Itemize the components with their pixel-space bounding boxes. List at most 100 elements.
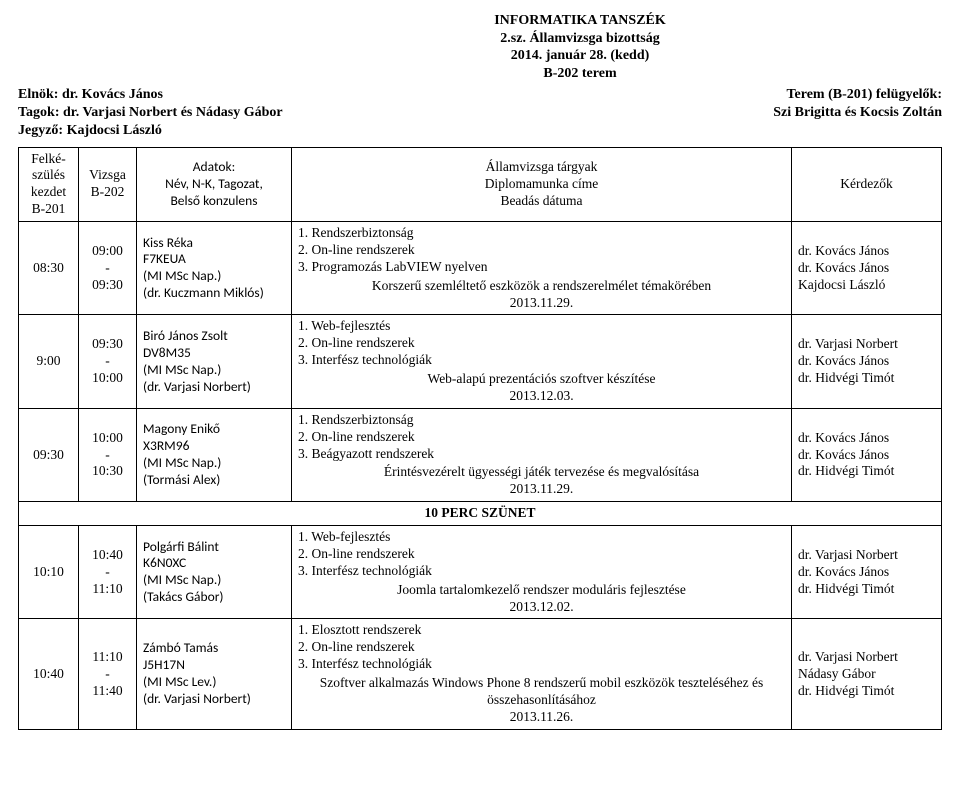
cell-candidate: Polgárfi Bálint K6N0XC (MI MSc Nap.) (Ta… <box>137 526 292 619</box>
subject-2: 2. On-line rendszerek <box>298 429 785 446</box>
cell-prep-time: 9:00 <box>19 315 79 408</box>
candidate-name: Polgárfi Bálint <box>143 539 285 556</box>
header-line-3: 2014. január 28. (kedd) <box>218 47 942 65</box>
header-line-1: INFORMATIKA TANSZÉK <box>218 12 942 30</box>
asker-1: dr. Kovács János <box>798 243 935 260</box>
candidate-code: F7KEUA <box>143 251 285 268</box>
cell-subjects: 1. Web-fejlesztés 2. On-line rendszerek … <box>292 526 792 619</box>
asker-2: Nádasy Gábor <box>798 666 935 683</box>
asker-2: dr. Kovács János <box>798 564 935 581</box>
schedule-table: Felké-szüléskezdetB-201 VizsgaB-202 Adat… <box>18 147 942 730</box>
asker-1: dr. Varjasi Norbert <box>798 547 935 564</box>
cell-candidate: Zámbó Tamás J5H17N (MI MSc Lev.) (dr. Va… <box>137 619 292 729</box>
candidate-code: X3RM96 <box>143 438 285 455</box>
break-row: 10 PERC SZÜNET <box>19 502 942 526</box>
candidate-consultant: (dr. Varjasi Norbert) <box>143 379 285 396</box>
cell-prep-time: 10:10 <box>19 526 79 619</box>
cell-askers: dr. Varjasi Norbert dr. Kovács János dr.… <box>792 526 942 619</box>
header-line-2: 2.sz. Államvizsga bizottság <box>218 30 942 48</box>
header-line-4: B-202 terem <box>218 65 942 83</box>
cell-subjects: 1. Rendszerbiztonság 2. On-line rendszer… <box>292 222 792 315</box>
table-row: 9:00 09:30-10:00 Biró János Zsolt DV8M35… <box>19 315 942 408</box>
asker-2: dr. Kovács János <box>798 447 935 464</box>
subject-1: 1. Elosztott rendszerek <box>298 622 785 639</box>
asker-1: dr. Varjasi Norbert <box>798 336 935 353</box>
subject-2: 2. On-line rendszerek <box>298 546 785 563</box>
candidate-name: Magony Enikő <box>143 421 285 438</box>
asker-3: dr. Hidvégi Timót <box>798 370 935 387</box>
col-header-askers: Kérdezők <box>792 147 942 222</box>
cell-askers: dr. Kovács János dr. Kovács János dr. Hi… <box>792 408 942 501</box>
cell-exam-time: 10:00-10:30 <box>79 408 137 501</box>
asker-3: dr. Hidvégi Timót <box>798 463 935 480</box>
candidate-program: (MI MSc Nap.) <box>143 268 285 285</box>
thesis-title: Web-alapú prezentációs szoftver készítés… <box>298 371 785 388</box>
submit-date: 2013.11.29. <box>298 481 785 498</box>
committee-left: Elnök: dr. Kovács János Tagok: dr. Varja… <box>18 86 283 141</box>
cell-subjects: 1. Web-fejlesztés 2. On-line rendszerek … <box>292 315 792 408</box>
room-supervisors-names: Szi Brigitta és Kocsis Zoltán <box>773 104 942 122</box>
cell-askers: dr. Kovács János dr. Kovács János Kajdoc… <box>792 222 942 315</box>
submit-date: 2013.12.02. <box>298 599 785 616</box>
cell-subjects: 1. Rendszerbiztonság 2. On-line rendszer… <box>292 408 792 501</box>
candidate-code: DV8M35 <box>143 345 285 362</box>
asker-1: dr. Varjasi Norbert <box>798 649 935 666</box>
cell-askers: dr. Varjasi Norbert dr. Kovács János dr.… <box>792 315 942 408</box>
table-row: 10:10 10:40-11:10 Polgárfi Bálint K6N0XC… <box>19 526 942 619</box>
table-row: 08:30 09:00-09:30 Kiss Réka F7KEUA (MI M… <box>19 222 942 315</box>
table-row: 09:30 10:00-10:30 Magony Enikő X3RM96 (M… <box>19 408 942 501</box>
submit-date: 2013.12.03. <box>298 388 785 405</box>
secretary-label: Jegyző: Kajdocsi László <box>18 122 283 140</box>
subject-1: 1. Web-fejlesztés <box>298 318 785 335</box>
candidate-consultant: (Tormási Alex) <box>143 472 285 489</box>
submit-date: 2013.11.26. <box>298 709 785 726</box>
thesis-title: Korszerű szemléltető eszközök a rendszer… <box>298 278 785 295</box>
candidate-name: Zámbó Tamás <box>143 640 285 657</box>
candidate-consultant: (dr. Kuczmann Miklós) <box>143 285 285 302</box>
subject-3: 3. Programozás LabVIEW nyelven <box>298 259 785 276</box>
committee-right: Terem (B-201) felügyelők: Szi Brigitta é… <box>773 86 942 122</box>
subject-3: 3. Interfész technológiák <box>298 656 785 673</box>
candidate-code: K6N0XC <box>143 555 285 572</box>
subject-3: 3. Interfész technológiák <box>298 563 785 580</box>
subject-2: 2. On-line rendszerek <box>298 242 785 259</box>
cell-prep-time: 09:30 <box>19 408 79 501</box>
table-header-row: Felké-szüléskezdetB-201 VizsgaB-202 Adat… <box>19 147 942 222</box>
cell-exam-time: 11:10-11:40 <box>79 619 137 729</box>
subject-1: 1. Rendszerbiztonság <box>298 412 785 429</box>
cell-prep-time: 08:30 <box>19 222 79 315</box>
asker-3: dr. Hidvégi Timót <box>798 581 935 598</box>
page-header: INFORMATIKA TANSZÉK 2.sz. Államvizsga bi… <box>218 12 942 82</box>
col-header-exam: VizsgaB-202 <box>79 147 137 222</box>
thesis-title: Joomla tartalomkezelő rendszer moduláris… <box>298 582 785 599</box>
subject-1: 1. Rendszerbiztonság <box>298 225 785 242</box>
asker-1: dr. Kovács János <box>798 430 935 447</box>
candidate-consultant: (Takács Gábor) <box>143 589 285 606</box>
cell-exam-time: 09:00-09:30 <box>79 222 137 315</box>
candidate-code: J5H17N <box>143 657 285 674</box>
candidate-program: (MI MSc Nap.) <box>143 455 285 472</box>
col-header-subjects: Államvizsga tárgyakDiplomamunka címeBead… <box>292 147 792 222</box>
asker-2: dr. Kovács János <box>798 260 935 277</box>
cell-exam-time: 09:30-10:00 <box>79 315 137 408</box>
col-header-prep: Felké-szüléskezdetB-201 <box>19 147 79 222</box>
col-header-data: Adatok:Név, N-K, Tagozat,Belső konzulens <box>137 147 292 222</box>
table-row: 10:40 11:10-11:40 Zámbó Tamás J5H17N (MI… <box>19 619 942 729</box>
asker-3: dr. Hidvégi Timót <box>798 683 935 700</box>
cell-subjects: 1. Elosztott rendszerek 2. On-line rends… <box>292 619 792 729</box>
candidate-name: Biró János Zsolt <box>143 328 285 345</box>
subject-1: 1. Web-fejlesztés <box>298 529 785 546</box>
candidate-name: Kiss Réka <box>143 235 285 252</box>
cell-prep-time: 10:40 <box>19 619 79 729</box>
thesis-title: Szoftver alkalmazás Windows Phone 8 rend… <box>298 675 785 709</box>
room-supervisors-label: Terem (B-201) felügyelők: <box>773 86 942 104</box>
cell-askers: dr. Varjasi Norbert Nádasy Gábor dr. Hid… <box>792 619 942 729</box>
submit-date: 2013.11.29. <box>298 295 785 312</box>
break-label: 10 PERC SZÜNET <box>19 502 942 526</box>
subject-2: 2. On-line rendszerek <box>298 639 785 656</box>
committee-row: Elnök: dr. Kovács János Tagok: dr. Varja… <box>18 86 942 141</box>
chair-label: Elnök: dr. Kovács János <box>18 86 283 104</box>
thesis-title: Érintésvezérelt ügyességi játék tervezés… <box>298 464 785 481</box>
candidate-consultant: (dr. Varjasi Norbert) <box>143 691 285 708</box>
cell-candidate: Biró János Zsolt DV8M35 (MI MSc Nap.) (d… <box>137 315 292 408</box>
